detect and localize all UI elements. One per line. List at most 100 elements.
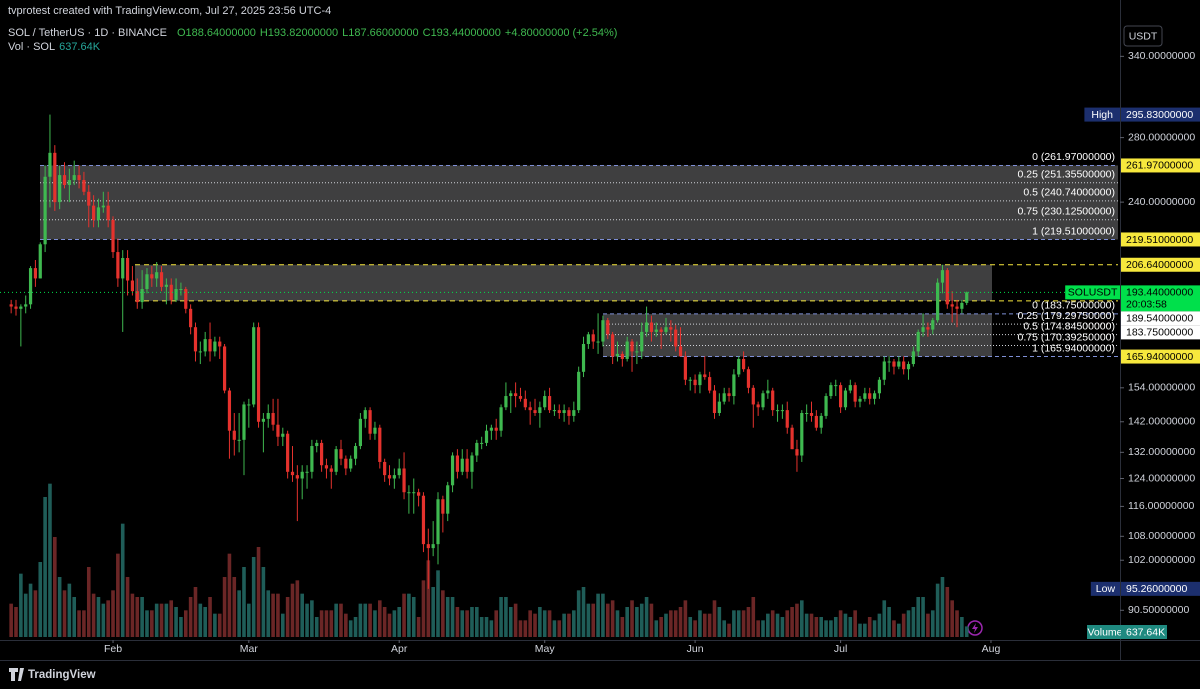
candle-body xyxy=(465,458,469,472)
volume-bar xyxy=(533,613,537,637)
candle-body xyxy=(926,327,930,330)
candle-body xyxy=(421,495,426,545)
volume-bar xyxy=(897,623,901,637)
candle-body xyxy=(664,327,668,332)
candle-body xyxy=(591,334,595,342)
volume-tag: Volume xyxy=(1087,626,1122,638)
candle-body xyxy=(746,369,751,388)
candle-body xyxy=(882,361,886,380)
volume-bar xyxy=(499,597,503,637)
price-label-box xyxy=(1121,311,1200,326)
candle-body xyxy=(611,334,615,357)
price-label-box xyxy=(1121,107,1200,122)
candle-body xyxy=(960,302,964,309)
volume-bar xyxy=(382,607,387,637)
candle-body xyxy=(489,427,493,431)
fib-label: 1 (219.51000000) xyxy=(1032,225,1115,237)
volume-bar xyxy=(348,620,353,637)
volume-bar xyxy=(833,617,838,637)
candle-body xyxy=(557,410,561,414)
volume-bar xyxy=(319,610,324,637)
x-tick-label: May xyxy=(535,643,556,655)
volume-bar xyxy=(591,603,596,637)
candle-body xyxy=(819,415,823,428)
volume-bar xyxy=(470,607,474,637)
volume-bar xyxy=(838,610,843,637)
price-label: 193.44000000 xyxy=(1126,287,1193,299)
fib-label: 0.5 (174.84500000) xyxy=(1023,320,1115,332)
volume-bar xyxy=(887,607,891,637)
candle-body xyxy=(184,289,188,309)
price-label-box xyxy=(1121,158,1200,173)
volume-bar xyxy=(785,610,790,637)
ohlc-readout: +4.80000000 (+2.54%) xyxy=(504,27,618,39)
candle-body xyxy=(805,413,809,415)
candle-body xyxy=(397,468,401,476)
candle-body xyxy=(669,327,673,330)
volume-bar xyxy=(183,610,188,637)
candle-body xyxy=(766,390,770,394)
candle-body xyxy=(780,410,784,412)
candle-body xyxy=(159,272,164,287)
volume-bar xyxy=(707,613,712,637)
volume-bar xyxy=(421,580,426,637)
candle-body xyxy=(164,284,168,287)
price-tag: High xyxy=(1091,109,1113,121)
candle-body xyxy=(256,327,261,422)
volume-bar xyxy=(339,603,343,637)
fib-zone xyxy=(603,313,992,357)
volume-bar xyxy=(169,600,174,637)
volume-bar xyxy=(445,597,450,637)
volume-bar xyxy=(329,610,334,637)
volume-bar xyxy=(513,603,518,637)
volume-bar xyxy=(101,603,106,637)
candle-body xyxy=(577,371,581,411)
volume-bar xyxy=(154,603,159,637)
volume-bar xyxy=(892,620,896,637)
candle-body xyxy=(543,396,547,408)
volume-bar xyxy=(290,583,295,637)
candle-body xyxy=(28,268,33,305)
volume-bar xyxy=(397,607,402,637)
volume-bar xyxy=(242,567,246,637)
candle-body xyxy=(615,353,620,357)
volume-bar xyxy=(649,603,654,637)
candle-body xyxy=(640,331,644,352)
x-tick-label: Aug xyxy=(982,643,1001,655)
volume-bar xyxy=(615,610,620,637)
x-tick-label: Jun xyxy=(687,643,704,655)
candle-body xyxy=(392,475,396,479)
candle-body xyxy=(218,341,222,347)
candle-body xyxy=(92,205,96,220)
candle-body xyxy=(101,205,105,208)
candle-body xyxy=(62,175,67,186)
volume-bar xyxy=(232,577,237,637)
volume-bar xyxy=(562,613,566,637)
volume-bar xyxy=(639,603,644,637)
volume-bar xyxy=(872,620,877,637)
volume-bar xyxy=(814,617,819,637)
candle-body xyxy=(450,455,455,486)
y-tick-label: 116.00000000 xyxy=(1128,500,1195,512)
volume-bar xyxy=(363,603,368,637)
volume-bar xyxy=(601,593,605,637)
price-label: 261.97000000 xyxy=(1126,160,1193,172)
volume-bar xyxy=(523,620,528,637)
volume-bar xyxy=(33,590,38,637)
fib-label: 0.75 (230.12500000) xyxy=(1018,205,1116,217)
price-label: 95.26000000 xyxy=(1126,583,1187,595)
candle-body xyxy=(43,176,47,245)
candle-body xyxy=(135,291,139,303)
candle-body xyxy=(751,387,755,405)
candle-body xyxy=(906,364,911,370)
candle-body xyxy=(295,475,299,479)
candle-body xyxy=(688,379,692,381)
candle-body xyxy=(484,430,489,443)
volume-bar xyxy=(441,590,445,637)
candle-body xyxy=(48,152,52,177)
volume-bar xyxy=(625,607,629,637)
volume-bar xyxy=(877,613,882,637)
volume-tag-box xyxy=(1087,625,1123,639)
volume-bar xyxy=(935,583,940,637)
candle-body xyxy=(824,396,828,416)
